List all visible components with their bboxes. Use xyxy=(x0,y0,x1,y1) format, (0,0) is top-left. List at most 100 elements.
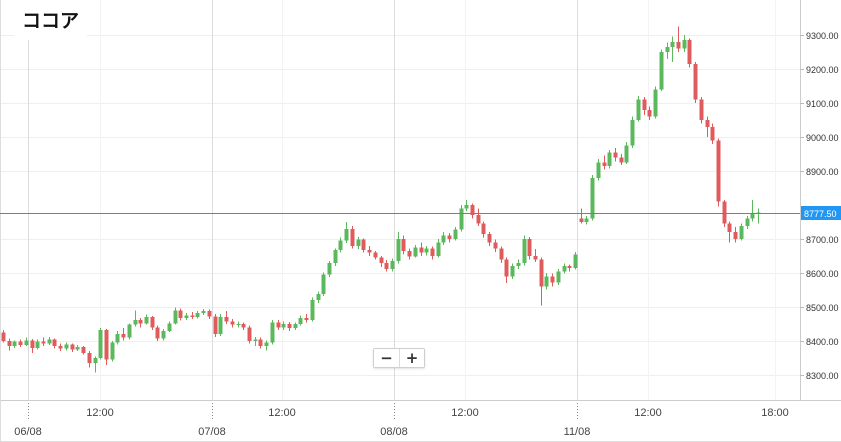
candle-down xyxy=(705,116,710,138)
candle-down xyxy=(258,337,263,349)
candle-body xyxy=(230,321,235,325)
candle-down xyxy=(602,155,607,170)
candle-body xyxy=(396,239,401,262)
y-tick-label: 8600.00 xyxy=(806,269,839,279)
candle-body xyxy=(464,205,469,209)
candle-body xyxy=(218,317,223,335)
candle-up xyxy=(127,323,132,340)
candle-body xyxy=(195,313,200,318)
x-date-label: 11/08 xyxy=(564,426,591,438)
candle-body xyxy=(596,162,601,178)
candle-body xyxy=(115,334,120,343)
candle-down xyxy=(350,226,355,249)
candle-down xyxy=(18,339,23,348)
candle-up xyxy=(64,342,69,351)
candle-up xyxy=(413,245,418,258)
candle-body xyxy=(18,341,23,346)
candle-down xyxy=(379,256,384,267)
candle-body xyxy=(270,322,275,343)
candle-up xyxy=(133,310,138,327)
candle-down xyxy=(41,337,46,347)
candle-body xyxy=(327,262,332,275)
candle-up xyxy=(653,86,658,119)
candle-body xyxy=(253,339,258,342)
candle-up xyxy=(327,260,332,278)
y-tick-label: 8400.00 xyxy=(806,337,839,347)
candle-body xyxy=(93,358,98,364)
candle-body xyxy=(556,271,561,283)
candle-up xyxy=(739,223,744,241)
candle-up xyxy=(556,268,561,285)
x-date-label: 06/08 xyxy=(14,426,42,438)
candle-body xyxy=(499,248,504,260)
candle-body xyxy=(190,315,195,318)
plot-area[interactable] xyxy=(0,0,800,400)
candle-body xyxy=(436,242,441,257)
candle-body xyxy=(493,242,498,249)
candle-body xyxy=(727,223,732,233)
candle-up xyxy=(453,227,458,241)
candle-up xyxy=(573,251,578,270)
candles xyxy=(1,26,761,373)
chart-title: ココア xyxy=(22,10,80,32)
x-date-label: 07/08 xyxy=(198,426,226,438)
candle-body xyxy=(104,330,109,360)
candle-body xyxy=(487,233,492,243)
candle-up xyxy=(47,336,52,346)
candle-down xyxy=(58,343,63,352)
candle-up xyxy=(607,149,612,169)
candle-body xyxy=(201,311,206,314)
candle-up xyxy=(584,215,589,225)
candle-up xyxy=(459,205,464,232)
candle-body xyxy=(12,341,17,347)
zoom-out-button[interactable]: − xyxy=(374,349,399,367)
candle-body xyxy=(155,327,160,339)
candle-body xyxy=(636,99,641,121)
candle-up xyxy=(161,328,166,341)
candle-body xyxy=(481,223,486,234)
candle-down xyxy=(70,343,75,352)
candle-up xyxy=(98,328,103,360)
candle-body xyxy=(98,330,103,359)
candle-down xyxy=(550,273,555,287)
candle-body xyxy=(333,249,338,263)
zoom-in-button[interactable]: + xyxy=(399,349,424,367)
candle-up xyxy=(195,311,200,319)
candle-down xyxy=(384,260,389,272)
candle-body xyxy=(699,99,704,121)
candle-body xyxy=(619,157,624,163)
candle-up xyxy=(144,314,149,325)
candle-body xyxy=(81,347,86,353)
candle-body xyxy=(642,99,647,110)
candle-body xyxy=(258,339,263,347)
candle-up xyxy=(218,313,223,336)
candle-up xyxy=(298,315,303,326)
candle-body xyxy=(1,332,6,342)
candle-down xyxy=(138,317,143,328)
candle-up xyxy=(441,232,446,246)
candle-body xyxy=(590,177,595,219)
candle-body xyxy=(356,239,361,246)
candle-body xyxy=(304,317,309,320)
candle-down xyxy=(710,123,715,144)
candle-body xyxy=(178,310,183,318)
candle-up xyxy=(636,96,641,122)
candle-down xyxy=(647,106,652,121)
title-box: ココア xyxy=(14,0,88,40)
candle-up xyxy=(624,142,629,165)
candle-down xyxy=(676,26,681,53)
candle-down xyxy=(493,239,498,252)
candle-body xyxy=(670,41,675,47)
y-tick-label: 9000.00 xyxy=(806,133,839,143)
x-time-label: 12:00 xyxy=(634,407,662,419)
candle-down xyxy=(121,328,126,341)
candle-body xyxy=(293,324,298,329)
last-price-label: 8777.50 xyxy=(804,209,837,219)
candle-down xyxy=(699,96,704,124)
candle-body xyxy=(459,208,464,230)
candle-body xyxy=(653,89,658,117)
candle-up xyxy=(596,159,601,181)
candle-up xyxy=(167,321,172,333)
candle-down xyxy=(104,328,109,365)
